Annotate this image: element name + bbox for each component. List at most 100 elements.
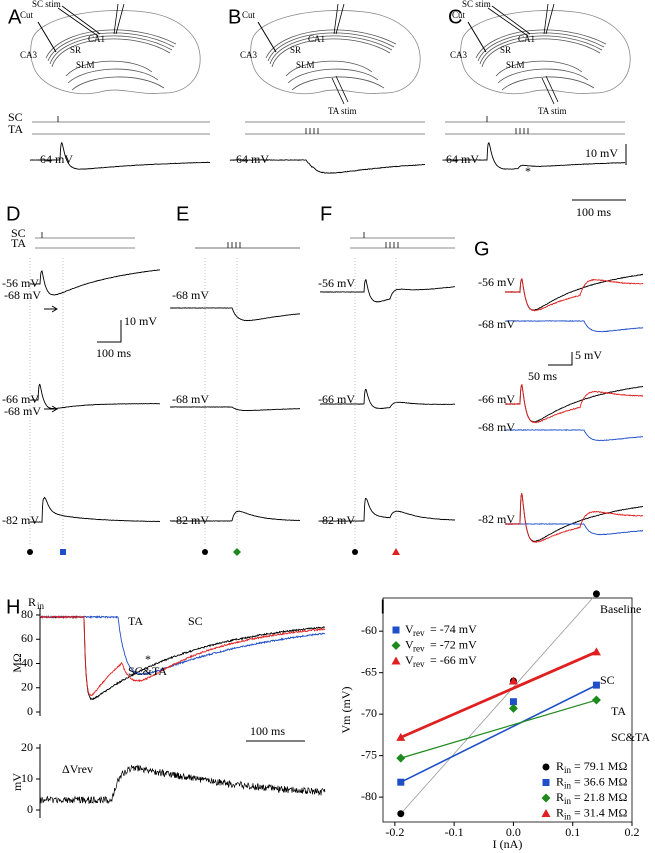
cell-layer bbox=[51, 38, 171, 68]
label: -66 mV bbox=[478, 392, 515, 406]
series-label: SC bbox=[600, 673, 615, 687]
series-label: SC&TA bbox=[611, 730, 650, 744]
legend-marker bbox=[542, 779, 550, 786]
cell-layer bbox=[267, 32, 395, 62]
y-axis-label: MΩ bbox=[10, 653, 24, 673]
legend-text: = -66 mV bbox=[430, 653, 477, 667]
holding-arrow bbox=[44, 305, 58, 313]
x-axis-label: I (nA) bbox=[493, 837, 523, 851]
legend-subscript: rev bbox=[413, 659, 425, 669]
voltage-trace bbox=[169, 307, 300, 322]
data-point bbox=[592, 681, 600, 689]
scale-label: 50 ms bbox=[528, 369, 557, 383]
cell-layer bbox=[45, 29, 177, 59]
voltage-trace bbox=[505, 429, 644, 442]
legend-marker bbox=[542, 763, 550, 771]
y-tick-label: -60 bbox=[361, 623, 377, 637]
recording-electrode bbox=[543, 3, 555, 35]
y-tick-label: 10 bbox=[21, 771, 33, 785]
panel-label: D bbox=[6, 203, 20, 225]
rin-label: R bbox=[28, 595, 36, 609]
legend-marker bbox=[541, 793, 551, 803]
legend-symbol: V bbox=[405, 653, 414, 667]
slice-diagram: Cut CA1 SR CA3 SLM SC stim bbox=[20, 0, 201, 95]
voltage-trace bbox=[319, 497, 456, 522]
holding-arrow bbox=[44, 405, 58, 413]
scale-label: 10 mV bbox=[124, 314, 157, 328]
legend-subscript: in bbox=[564, 781, 572, 791]
legend-subscript: rev bbox=[413, 628, 425, 638]
x-tick-label: 0.1 bbox=[565, 825, 580, 839]
voltage-trace bbox=[504, 493, 643, 542]
voltage-trace bbox=[39, 615, 326, 676]
legend-symbol: R bbox=[556, 790, 564, 804]
label: -66 mV bbox=[318, 392, 355, 406]
marker bbox=[233, 548, 241, 556]
cell-layer bbox=[477, 32, 605, 62]
anatomy-label: Cut bbox=[242, 10, 256, 20]
anatomy-label: SLM bbox=[76, 60, 95, 70]
recording-electrode bbox=[333, 3, 345, 35]
voltage-trace bbox=[319, 388, 456, 410]
voltage-trace bbox=[504, 383, 644, 424]
data-point bbox=[397, 778, 405, 786]
label: -68 mV bbox=[478, 317, 515, 331]
slice-outline bbox=[460, 10, 631, 95]
legend-marker bbox=[392, 626, 400, 634]
marker bbox=[202, 549, 208, 555]
data-point bbox=[508, 703, 518, 713]
anatomy-label: Cut bbox=[452, 10, 466, 20]
y-tick-label: -75 bbox=[361, 747, 377, 761]
label: -82 mV bbox=[172, 513, 209, 527]
series-label: Baseline bbox=[600, 602, 641, 616]
slice-diagram: Cut CA1 SR CA3 SLM SC stim TA stim bbox=[450, 0, 631, 116]
data-point bbox=[396, 732, 406, 741]
y-tick-label: 20 bbox=[21, 740, 33, 754]
anatomy-label: SLM bbox=[506, 60, 525, 70]
y-tick-label: 80 bbox=[21, 607, 33, 621]
dentate bbox=[495, 60, 595, 91]
legend-symbol: V bbox=[405, 637, 414, 651]
anatomy-label: SR bbox=[500, 45, 511, 55]
x-tick-label: 0.2 bbox=[625, 825, 640, 839]
trace-label: SC bbox=[188, 614, 203, 628]
legend-subscript: in bbox=[564, 796, 572, 806]
marker bbox=[27, 549, 33, 555]
slice-diagram: Cut CA1 SR CA3 SLM TA stim bbox=[240, 3, 421, 116]
data-point bbox=[591, 695, 601, 705]
trace-label: ΔVrev bbox=[62, 762, 93, 776]
panel-label: C bbox=[448, 6, 462, 28]
voltage-trace bbox=[169, 510, 301, 522]
anatomy-label: SC stim bbox=[462, 0, 491, 9]
y-tick-label: -65 bbox=[361, 664, 377, 678]
cut-line bbox=[257, 21, 277, 53]
anatomy-label: Cut bbox=[20, 10, 34, 20]
anatomy-label: CA1 bbox=[308, 34, 325, 44]
scale-label: 100 ms bbox=[250, 724, 285, 738]
anatomy-label: TA stim bbox=[538, 106, 567, 116]
panel-label: F bbox=[320, 203, 332, 225]
data-point bbox=[592, 590, 600, 598]
voltage-trace bbox=[504, 493, 644, 543]
legend-subscript: in bbox=[564, 765, 572, 775]
label: -82 mV bbox=[2, 513, 39, 527]
voltage-trace bbox=[504, 320, 644, 333]
dentate bbox=[285, 60, 385, 91]
anatomy-label: SR bbox=[290, 45, 301, 55]
stim-label: SC bbox=[11, 226, 26, 240]
label: -68 mV bbox=[172, 392, 209, 406]
series-label: TA bbox=[611, 704, 626, 718]
panel-label: H bbox=[6, 596, 20, 618]
cell-layer bbox=[481, 38, 601, 68]
legend-text: = 79.1 MΩ bbox=[574, 759, 627, 773]
anatomy-label: CA1 bbox=[88, 34, 105, 44]
legend-symbol: R bbox=[556, 774, 564, 788]
cell-layer bbox=[265, 29, 397, 59]
fit-line bbox=[400, 699, 597, 759]
cell-layer bbox=[479, 35, 603, 65]
voltage-trace bbox=[504, 273, 643, 311]
legend-text: = 36.6 MΩ bbox=[574, 774, 627, 788]
label: -56 mV bbox=[478, 275, 515, 289]
trace-label: SC&TA bbox=[128, 664, 167, 678]
anatomy-label: CA3 bbox=[450, 50, 468, 60]
